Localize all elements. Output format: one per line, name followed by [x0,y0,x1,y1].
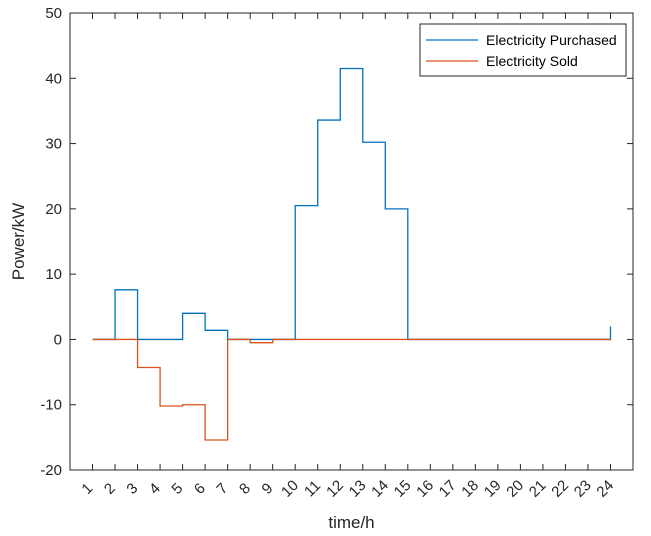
y-axis-title: Power/kW [9,203,28,280]
legend-box [419,23,627,77]
legend-entry: Electricity Purchased [486,32,617,48]
x-tick-label: 6 [191,480,209,498]
y-tick-label: -10 [40,397,62,414]
y-tick-label: 40 [45,70,62,87]
x-axis-title: time/h [328,513,374,532]
legend: Electricity Purchased Electricity Sold [419,23,627,77]
x-tick-label: 17 [436,477,460,501]
x-tick-label: 18 [458,477,482,501]
x-tick-label: 22 [548,477,572,501]
series-line-1 [92,338,611,441]
x-tick-label: 10 [278,477,302,501]
y-tick-label: -20 [40,462,62,479]
y-tick-label: 30 [45,136,62,153]
y-axis: -20 -10 0 10 20 30 40 50 [40,5,633,479]
series-layer [92,67,612,441]
legend-entry: Electricity Sold [486,53,578,69]
x-tick-label: 19 [481,477,505,501]
x-tick-label: 9 [259,480,277,498]
x-tick-label: 8 [236,480,254,498]
x-tick-label: 1 [78,480,96,498]
y-tick-label: 20 [45,201,62,218]
x-tick-label: 16 [413,477,437,501]
x-tick-label: 11 [301,477,324,500]
x-tick-label: 15 [391,477,415,501]
x-tick-label: 23 [571,477,595,501]
x-tick-label: 7 [213,480,231,498]
x-tick-label: 21 [526,477,550,501]
x-tick-label: 4 [146,480,164,498]
x-tick-label: 14 [368,477,392,501]
x-tick-label: 20 [503,477,527,501]
x-tick-label: 12 [323,477,347,501]
y-tick-label: 10 [45,266,62,283]
x-tick-label: 3 [123,480,141,498]
x-tick-label: 24 [593,477,617,501]
y-tick-label: 50 [45,5,62,22]
x-tick-label: 13 [346,477,370,501]
y-tick-label: 0 [54,331,62,348]
x-tick-label: 2 [101,480,119,498]
x-tick-label: 5 [168,480,186,498]
series-line-0 [92,67,612,341]
plot-frame [69,12,634,471]
